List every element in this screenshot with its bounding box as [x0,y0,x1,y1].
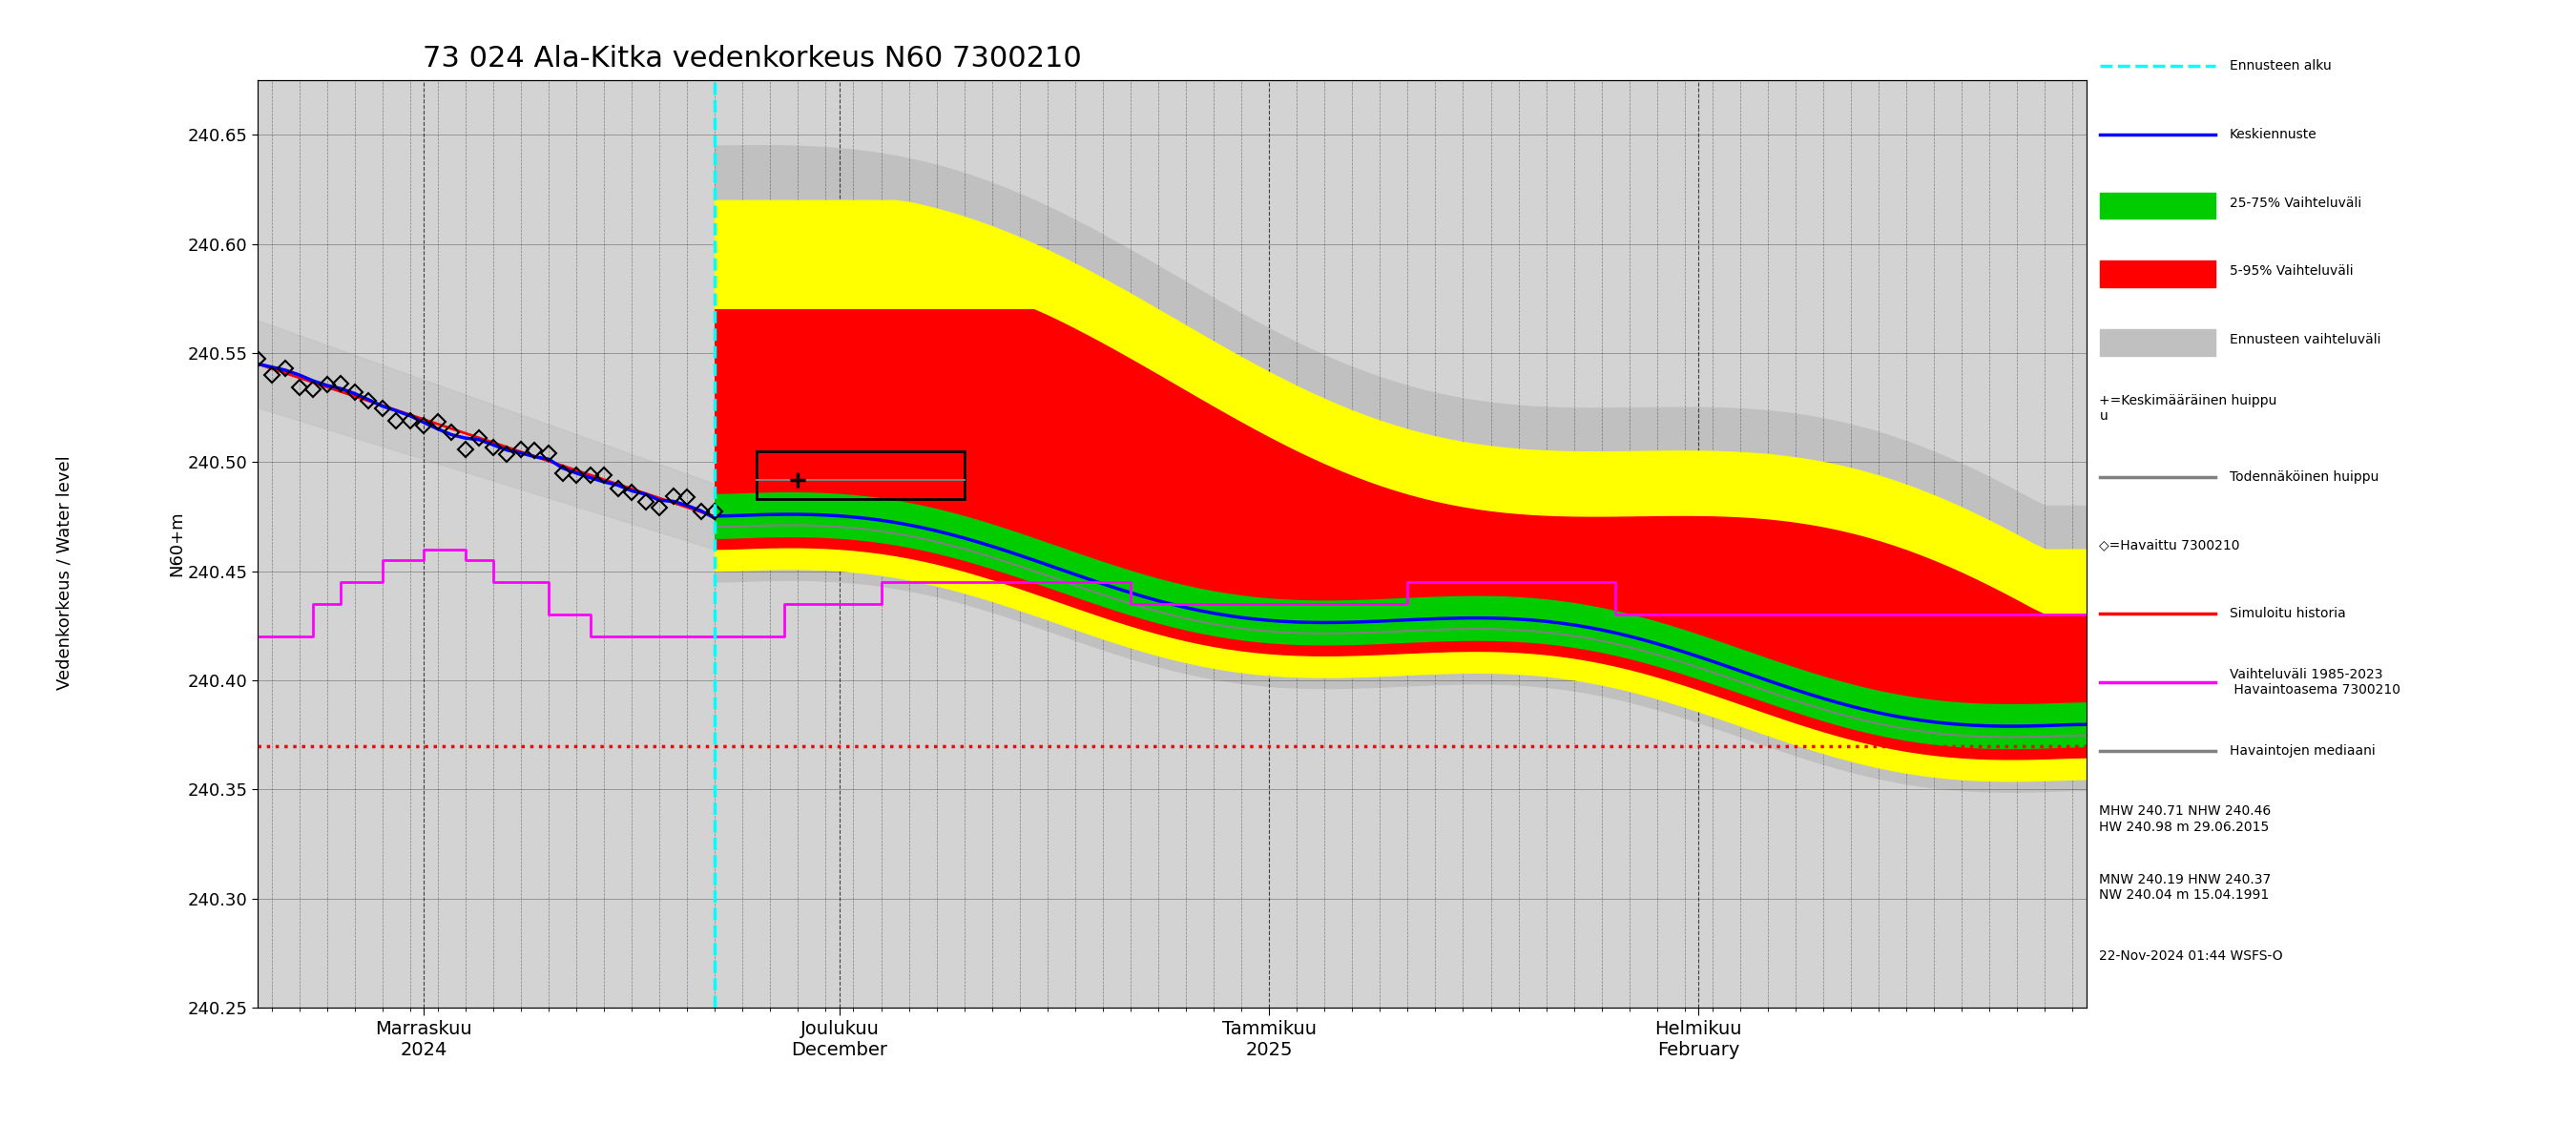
Text: ◇=Havaittu 7300210: ◇=Havaittu 7300210 [2099,538,2241,552]
Text: Ennusteen vaihteluväli: Ennusteen vaihteluväli [2228,333,2380,347]
Text: Todennäköinen huippu: Todennäköinen huippu [2228,471,2378,483]
Text: 25-75% Vaihteluväli: 25-75% Vaihteluväli [2228,196,2362,210]
Text: MHW 240.71 NHW 240.46
HW 240.98 m 29.06.2015: MHW 240.71 NHW 240.46 HW 240.98 m 29.06.… [2099,805,2272,834]
Text: Simuloitu historia: Simuloitu historia [2228,607,2344,621]
Text: 73 024 Ala-Kitka vedenkorkeus N60 7300210: 73 024 Ala-Kitka vedenkorkeus N60 730021… [422,45,1082,72]
Text: 22-Nov-2024 01:44 WSFS-O: 22-Nov-2024 01:44 WSFS-O [2099,949,2282,963]
Y-axis label: N60+m: N60+m [167,511,185,577]
Text: +=Keskimääräinen huippu
u: +=Keskimääräinen huippu u [2099,394,2277,423]
Text: Vaihteluväli 1985-2023
 Havaintoasema 7300210: Vaihteluväli 1985-2023 Havaintoasema 730… [2228,668,2401,696]
Bar [2099,261,2215,287]
Bar [2099,192,2215,219]
Text: Ennusteen alku: Ennusteen alku [2228,60,2331,72]
Text: 5-95% Vaihteluväli: 5-95% Vaihteluväli [2228,264,2352,278]
Bar [2099,330,2215,356]
Text: Vedenkorkeus / Water level: Vedenkorkeus / Water level [57,456,72,689]
Text: Havaintojen mediaani: Havaintojen mediaani [2228,744,2375,757]
Text: Keskiennuste: Keskiennuste [2228,128,2316,141]
Text: MNW 240.19 HNW 240.37
NW 240.04 m 15.04.1991: MNW 240.19 HNW 240.37 NW 240.04 m 15.04.… [2099,874,2272,902]
